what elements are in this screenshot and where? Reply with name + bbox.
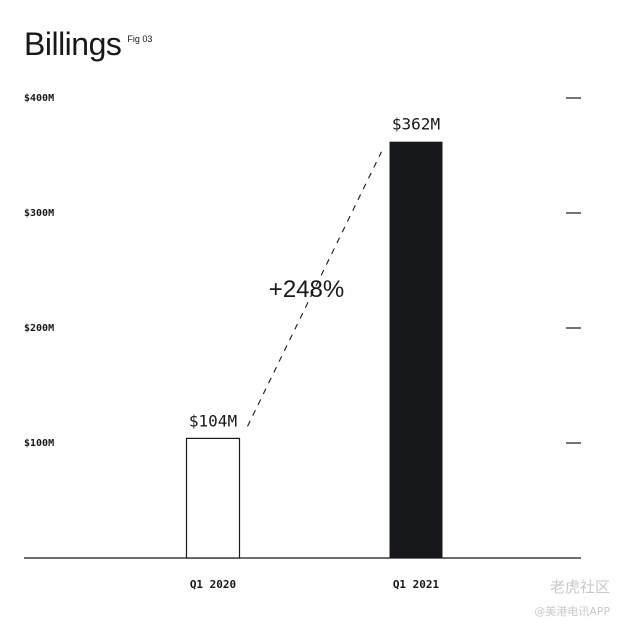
chart-header: Billings Fig 03 [24,24,152,64]
y-tick-label: $100M [24,438,54,449]
y-tick-label: $300M [24,208,54,219]
growth-annotation: +248% [269,276,344,303]
x-tick-label: Q1 2021 [393,578,440,591]
data-label: $362M [392,115,440,134]
figure-label: Fig 03 [127,34,153,44]
bar [389,141,443,558]
y-tick-label: $400M [24,93,54,104]
x-tick-label: Q1 2020 [190,578,236,591]
chart-title: Billings [24,26,122,62]
watermark-primary: 老虎社区 [549,578,610,596]
bar [185,437,241,559]
watermark-secondary: @美港电讯APP [534,605,610,618]
y-tick-label: $200M [24,323,54,334]
data-label: $104M [189,411,237,430]
growth-dashed-line [247,151,382,427]
